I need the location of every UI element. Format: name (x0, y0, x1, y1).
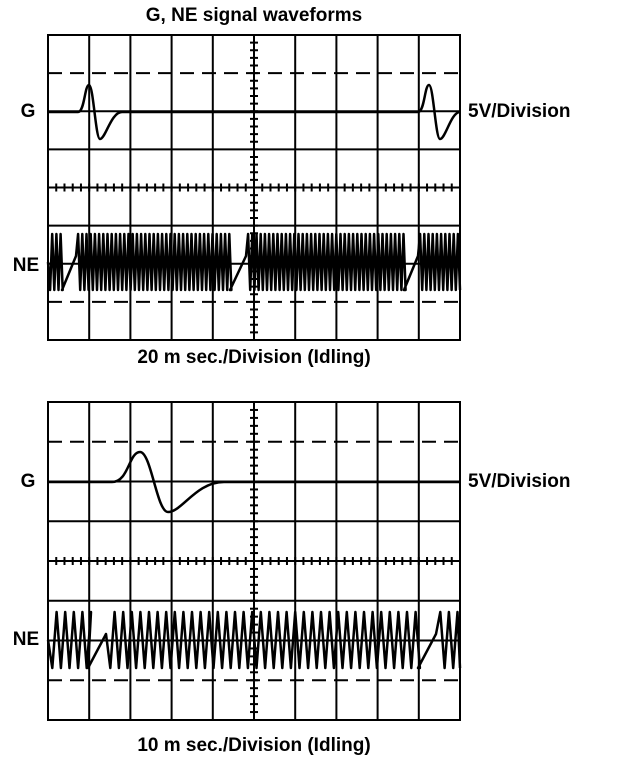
g-waveform (48, 83, 461, 141)
ne-label: NE (13, 629, 39, 650)
scope-panel: G NE 5V/Division 10 m sec./Division (Idl… (13, 401, 570, 756)
scale-label: 5V/Division (468, 471, 570, 492)
ne-label: NE (13, 255, 39, 276)
scope-panel: G NE 5V/Division 20 m sec./Division (Idl… (13, 34, 570, 368)
caption: 10 m sec./Division (Idling) (137, 735, 370, 756)
g-waveform (48, 450, 460, 514)
g-label: G (21, 471, 36, 492)
ne-waveform (46, 610, 462, 670)
caption: 20 m sec./Division (Idling) (137, 347, 370, 368)
ne-waveform (46, 232, 462, 292)
g-label: G (21, 101, 36, 122)
scale-label: 5V/Division (468, 101, 570, 122)
title: G, NE signal waveforms (146, 5, 362, 26)
